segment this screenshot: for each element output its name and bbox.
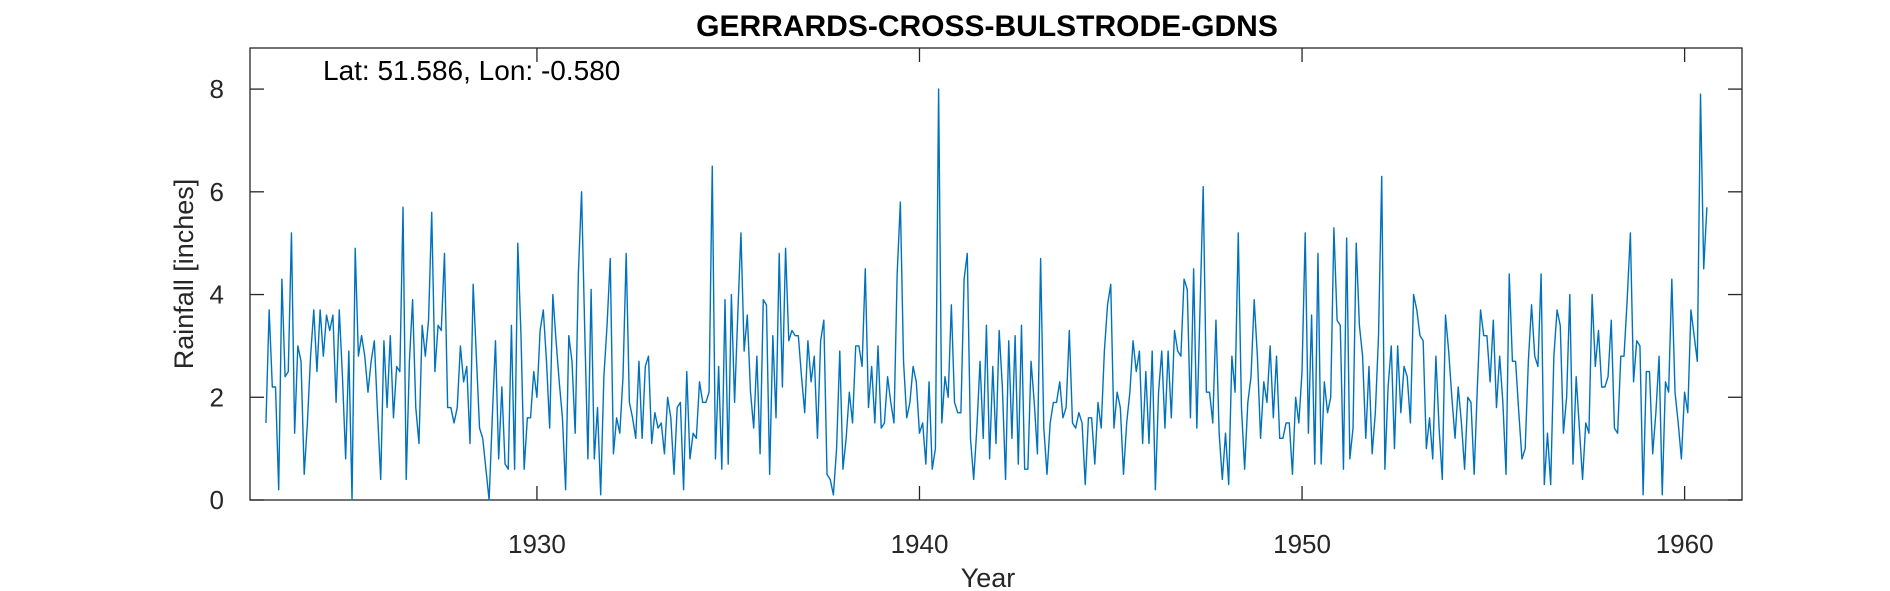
y-tick-label: 4 [210,280,224,310]
plot-area-frame [249,47,1743,501]
x-tick-label: 1950 [1273,529,1331,559]
axis-ticks [250,48,1742,501]
y-axis-label: Rainfall [inches] [169,179,199,370]
x-tick-label: 1930 [508,529,566,559]
tick-labels: 0 2 4 6 8 1930 1940 1950 1960 [210,74,1714,559]
x-tick-label: 1940 [891,529,949,559]
y-tick-label: 2 [210,382,224,412]
y-tick-label: 8 [210,74,224,104]
x-tick-label: 1960 [1656,529,1714,559]
chart-title: GERRARDS-CROSS-BULSTRODE-GDNS [696,10,1278,43]
y-tick-label: 0 [210,485,224,515]
y-tick-label: 6 [210,177,224,207]
location-annotation: Lat: 51.586, Lon: -0.580 [323,55,620,86]
x-axis-label: Year [961,563,1016,591]
series-line [265,88,1708,501]
